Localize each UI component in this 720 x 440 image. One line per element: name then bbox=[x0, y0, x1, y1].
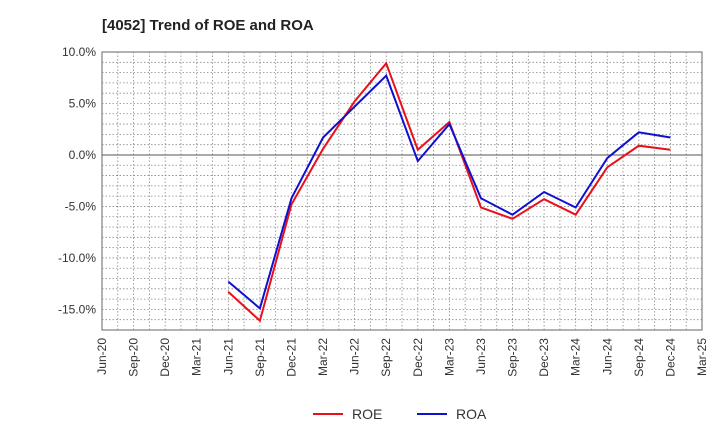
legend: ROE ROA bbox=[313, 406, 487, 422]
x-tick-label: Mar-24 bbox=[569, 338, 583, 376]
x-tick-label: Dec-20 bbox=[158, 338, 172, 377]
x-tick-label: Dec-24 bbox=[663, 338, 677, 377]
x-tick-label: Jun-24 bbox=[600, 338, 614, 375]
x-tick-label: Jun-20 bbox=[95, 338, 109, 375]
x-tick-label: Mar-22 bbox=[316, 338, 330, 376]
x-tick-label: Dec-23 bbox=[537, 338, 551, 377]
x-tick-label: Jun-21 bbox=[221, 338, 235, 375]
x-axis: Jun-20 Sep-20 Dec-20 Mar-21 Jun-21 Sep-21 Dec-… bbox=[95, 338, 709, 377]
series-group bbox=[227, 61, 671, 323]
x-tick-label: Mar-23 bbox=[442, 338, 456, 376]
x-tick-label: Sep-21 bbox=[253, 338, 267, 377]
x-tick-label: Mar-21 bbox=[190, 338, 204, 376]
y-tick-label: 5.0% bbox=[69, 96, 97, 110]
x-tick-label: Jun-22 bbox=[348, 338, 362, 375]
plot-area bbox=[101, 51, 703, 331]
y-tick-label: -15.0% bbox=[58, 302, 96, 316]
legend-label-roe: ROE bbox=[352, 406, 382, 422]
x-tick-label: Mar-25 bbox=[695, 338, 709, 376]
x-tick-label: Jun-23 bbox=[474, 338, 488, 375]
x-tick-label: Sep-22 bbox=[379, 338, 393, 377]
x-tick-label: Sep-20 bbox=[127, 338, 141, 377]
y-tick-label: 0.0% bbox=[69, 148, 97, 162]
legend-label-roa: ROA bbox=[456, 406, 487, 422]
y-tick-label: -10.0% bbox=[58, 251, 96, 265]
grid bbox=[102, 52, 702, 330]
plot-frame bbox=[101, 51, 703, 331]
x-tick-label: Dec-21 bbox=[284, 338, 298, 377]
x-tick-label: Sep-24 bbox=[632, 338, 646, 377]
chart-title: [4052] Trend of ROE and ROA bbox=[102, 17, 314, 34]
series-line-roa bbox=[227, 73, 671, 311]
x-tick-label: Dec-22 bbox=[411, 338, 425, 377]
x-tick-label: Sep-23 bbox=[506, 338, 520, 377]
y-tick-label: 10.0% bbox=[62, 45, 96, 59]
y-tick-label: -5.0% bbox=[65, 199, 97, 213]
series-line-roe bbox=[227, 61, 671, 323]
y-axis: 10.0% 5.0% 0.0% -5.0% -10.0% -15.0% bbox=[58, 45, 96, 316]
